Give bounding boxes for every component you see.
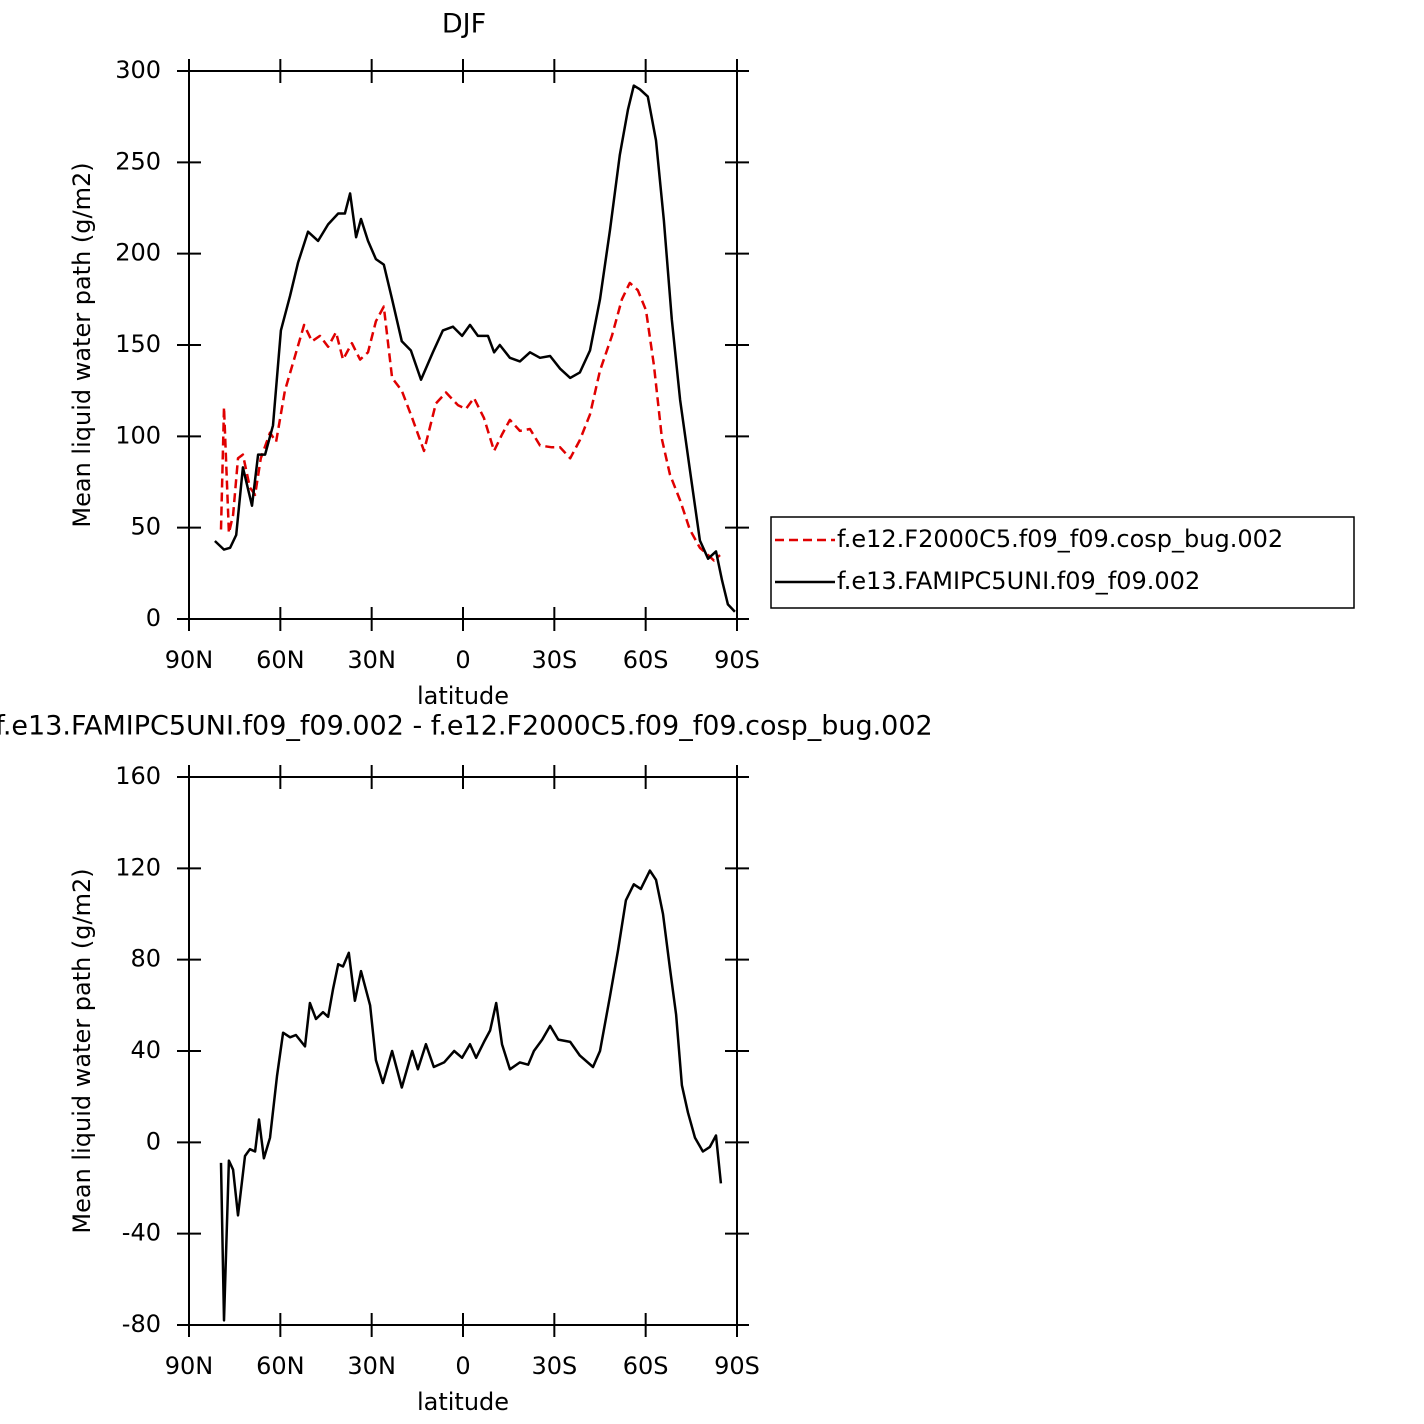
x-tick-label: 90N: [165, 1352, 214, 1380]
series-line: [219, 281, 721, 562]
x-axis-label: latitude: [417, 682, 509, 710]
y-axis-label: Mean liquid water path (g/m2): [68, 162, 96, 527]
y-tick-label: 40: [130, 1036, 161, 1064]
y-tick-label: 0: [146, 604, 161, 632]
y-tick-label: 300: [115, 56, 161, 84]
x-tick-label: 30N: [347, 646, 396, 674]
chart-title: f.e13.FAMIPC5UNI.f09_f09.002 - f.e12.F20…: [0, 711, 933, 742]
x-tick-label: 90N: [165, 646, 214, 674]
x-tick-label: 30N: [347, 1352, 396, 1380]
series-line: [214, 84, 736, 613]
x-tick-label: 60S: [623, 1352, 669, 1380]
x-tick-label: 30S: [531, 1352, 577, 1380]
y-tick-label: 0: [146, 1127, 161, 1155]
y-tick-label: 50: [130, 513, 161, 541]
y-tick-label: -40: [122, 1219, 161, 1247]
y-tick-label: 150: [115, 330, 161, 358]
legend-label: f.e12.F2000C5.f09_f09.cosp_bug.002: [837, 525, 1283, 553]
chart-title: DJF: [442, 9, 486, 40]
x-tick-label: 60N: [256, 646, 305, 674]
x-tick-label: 90S: [714, 646, 760, 674]
x-tick-label: 60S: [623, 646, 669, 674]
x-tick-label: 30S: [531, 646, 577, 674]
y-axis-label: Mean liquid water path (g/m2): [68, 868, 96, 1233]
x-tick-label: 0: [455, 1352, 470, 1380]
plot-frame: [188, 70, 738, 620]
plot-frame: [188, 776, 738, 1326]
y-tick-label: 250: [115, 147, 161, 175]
x-tick-label: 0: [455, 646, 470, 674]
series-line: [219, 869, 723, 1322]
x-tick-label: 60N: [256, 1352, 305, 1380]
y-tick-label: 100: [115, 421, 161, 449]
x-tick-label: 90S: [714, 1352, 760, 1380]
y-tick-label: 200: [115, 239, 161, 267]
y-tick-label: 160: [115, 762, 161, 790]
y-tick-label: 80: [130, 945, 161, 973]
y-tick-label: -80: [122, 1310, 161, 1338]
y-tick-label: 120: [115, 853, 161, 881]
legend-box: [770, 516, 1355, 609]
x-axis-label: latitude: [417, 1388, 509, 1416]
legend-label: f.e13.FAMIPC5UNI.f09_f09.002: [837, 567, 1200, 595]
